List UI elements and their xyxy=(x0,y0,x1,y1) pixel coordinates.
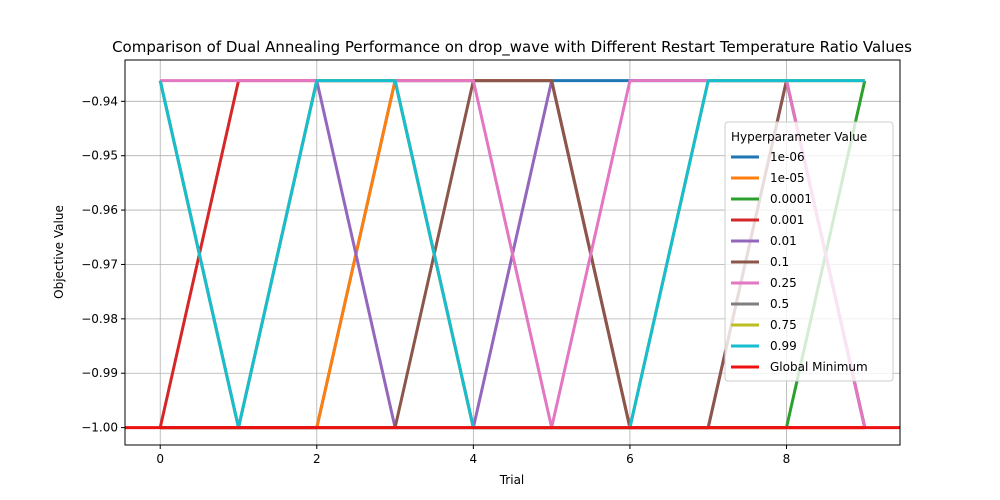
x-axis-label: Trial xyxy=(499,473,525,487)
x-tick-label: 4 xyxy=(470,452,478,466)
y-axis-label: Objective Value xyxy=(52,205,66,299)
legend-label: 0.75 xyxy=(770,318,797,332)
legend-title: Hyperparameter Value xyxy=(731,130,867,144)
x-tick-label: 2 xyxy=(313,452,321,466)
legend-label: 1e-05 xyxy=(770,171,805,185)
y-tick-label: −0.94 xyxy=(81,94,118,108)
x-tick-label: 8 xyxy=(783,452,791,466)
legend: Hyperparameter Value 1e-06 1e-05 0.0001 0.00… xyxy=(724,121,894,382)
legend-label: 0.0001 xyxy=(770,192,812,206)
y-axis: −1.00 −0.99 −0.98 −0.97 −0.96 −0.95 −0.94 xyxy=(81,94,125,435)
y-tick-label: −0.95 xyxy=(81,149,118,163)
x-tick-label: 0 xyxy=(156,452,164,466)
legend-label: 0.5 xyxy=(770,297,789,311)
legend-label: 0.01 xyxy=(770,234,797,248)
plot-frame xyxy=(124,59,901,446)
chart-title: Comparison of Dual Annealing Performance… xyxy=(112,38,912,57)
x-axis: 0 2 4 6 8 xyxy=(156,445,790,466)
legend-label: 0.1 xyxy=(770,255,789,269)
y-tick-label: −1.00 xyxy=(81,421,118,435)
legend-label: 0.25 xyxy=(770,276,797,290)
y-tick-label: −0.98 xyxy=(81,312,118,326)
legend-label: 0.99 xyxy=(770,339,797,353)
y-tick-label: −0.96 xyxy=(81,203,118,217)
legend-box xyxy=(724,121,894,382)
legend-label: 0.001 xyxy=(770,213,804,227)
x-tick-label: 6 xyxy=(626,452,634,466)
y-tick-label: −0.99 xyxy=(81,366,118,380)
legend-label: 1e-06 xyxy=(770,150,805,164)
legend-label: Global Minimum xyxy=(770,360,868,374)
plot-lines xyxy=(125,79,900,430)
y-tick-label: −0.97 xyxy=(81,257,118,271)
